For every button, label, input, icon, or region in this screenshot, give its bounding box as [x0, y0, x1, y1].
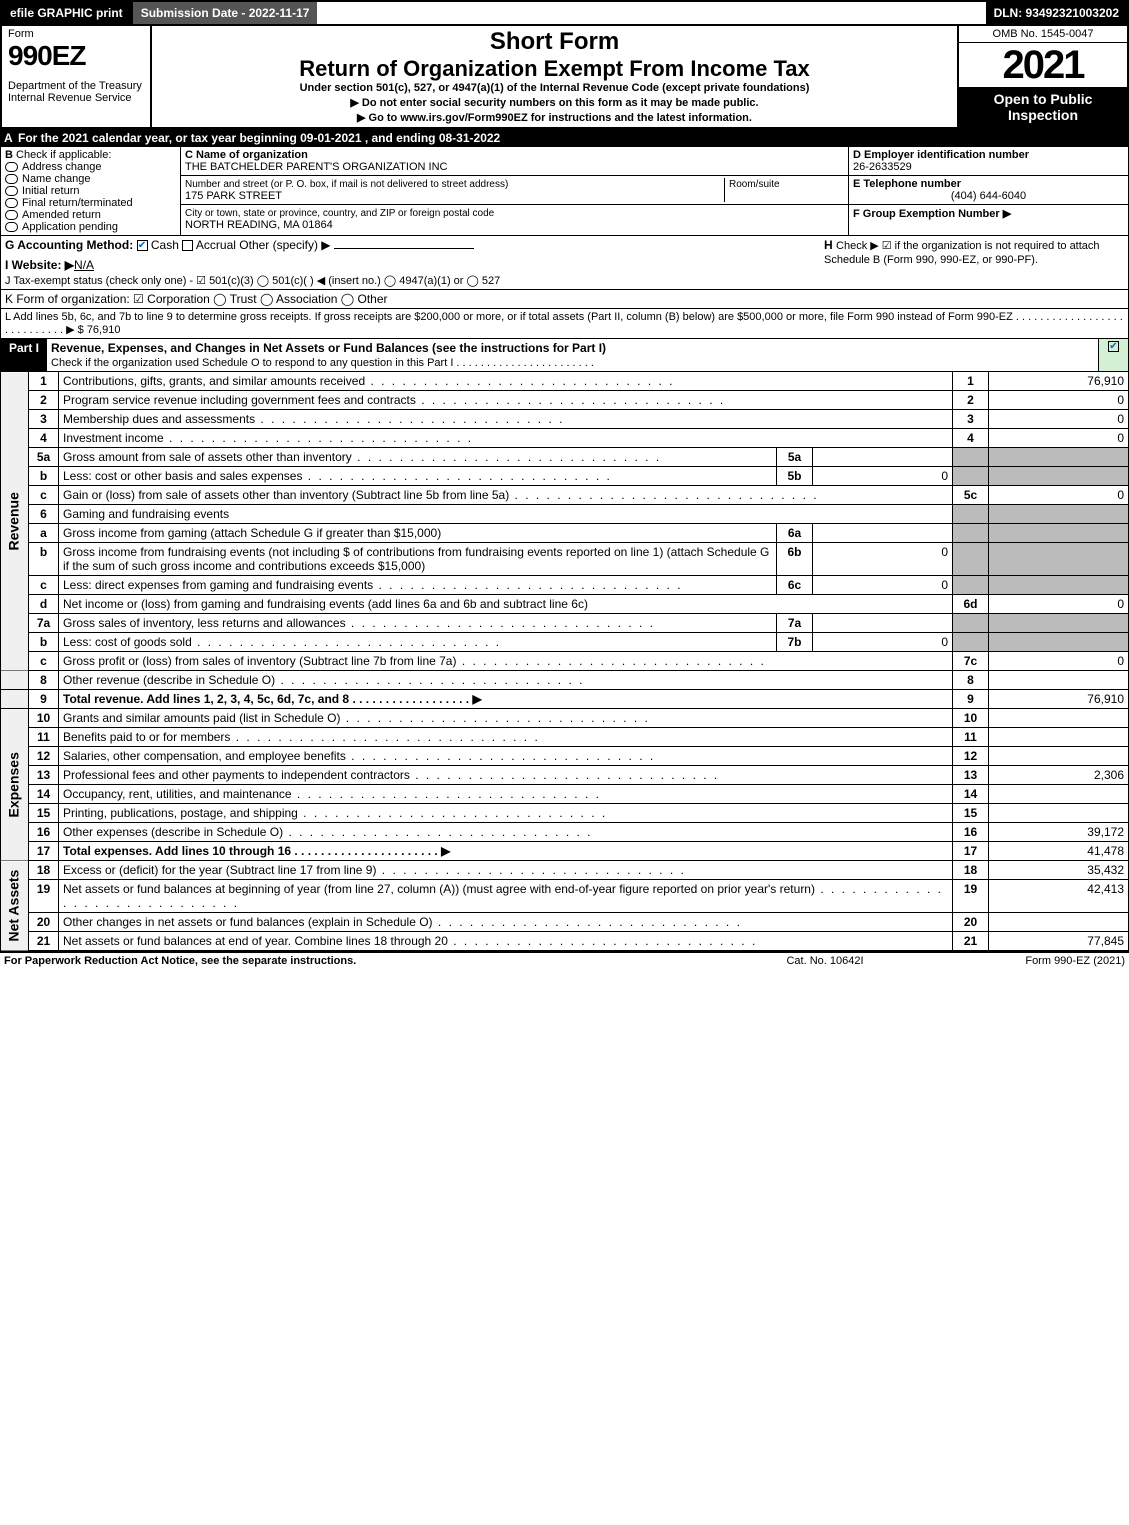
box-d: D Employer identification number26-26335… [848, 147, 1128, 235]
page-footer: For Paperwork Reduction Act Notice, see … [0, 951, 1129, 969]
box-b: B Check if applicable: Address change Na… [1, 147, 181, 235]
form-version: Form 990-EZ (2021) [925, 955, 1125, 967]
top-bar: efile GRAPHIC print Submission Date - 20… [0, 0, 1129, 26]
line-16-value: 39,172 [989, 823, 1129, 842]
line-1-value: 76,910 [989, 372, 1129, 391]
line-18-value: 35,432 [989, 861, 1129, 880]
form-number: 990EZ [8, 40, 144, 72]
efile-label[interactable]: efile GRAPHIC print [2, 2, 131, 24]
expenses-table: Expenses 10Grants and similar amounts pa… [0, 709, 1129, 861]
checkbox-accrual[interactable] [182, 240, 193, 251]
checkbox-cash[interactable] [137, 240, 148, 251]
line-17-value: 41,478 [989, 842, 1129, 861]
tax-year: 2021 [959, 43, 1127, 87]
tax-exempt-status: J Tax-exempt status (check only one) - ☑… [5, 274, 824, 287]
checkbox-amended-return[interactable] [5, 210, 18, 220]
return-title: Return of Organization Exempt From Incom… [158, 56, 951, 82]
line-19-value: 42,413 [989, 880, 1129, 913]
entity-block: B Check if applicable: Address change Na… [0, 147, 1129, 236]
website-row: I Website: ▶N/A [5, 258, 824, 272]
line-6d-value: 0 [989, 595, 1129, 614]
submission-date: Submission Date - 2022-11-17 [131, 2, 318, 24]
netassets-sidelabel: Net Assets [1, 861, 29, 951]
part-i-header: Part I Revenue, Expenses, and Changes in… [0, 339, 1129, 372]
street: 175 PARK STREET [185, 190, 282, 202]
cat-no: Cat. No. 10642I [725, 955, 925, 967]
line-2-value: 0 [989, 391, 1129, 410]
line-7b-value: 0 [813, 633, 953, 652]
form-of-organization: K Form of organization: ☑ Corporation ◯ … [0, 290, 1129, 309]
open-to-public: Open to Public Inspection [959, 87, 1127, 127]
line-21-value: 77,845 [989, 932, 1129, 951]
ein: 26-2633529 [853, 161, 912, 173]
line-9-value: 76,910 [989, 690, 1129, 709]
part-i-sub: Check if the organization used Schedule … [51, 357, 594, 369]
checkbox-address-change[interactable] [5, 162, 18, 172]
revenue-sidelabel: Revenue [1, 372, 29, 671]
line-5c-value: 0 [989, 486, 1129, 505]
line-7c-value: 0 [989, 652, 1129, 671]
line-6b-value: 0 [813, 543, 953, 576]
phone: (404) 644-6040 [853, 190, 1124, 202]
checkbox-final-return[interactable] [5, 198, 18, 208]
paperwork-notice: For Paperwork Reduction Act Notice, see … [4, 955, 725, 967]
line-4-value: 0 [989, 429, 1129, 448]
checkbox-application-pending[interactable] [5, 222, 18, 232]
city-state-zip: NORTH READING, MA 01864 [185, 219, 333, 231]
expenses-sidelabel: Expenses [1, 709, 29, 861]
line-6c-value: 0 [813, 576, 953, 595]
accounting-method: G Accounting Method: Cash Accrual Other … [5, 238, 824, 252]
org-name: THE BATCHELDER PARENT'S ORGANIZATION INC [185, 161, 447, 173]
line-a: AFor the 2021 calendar year, or tax year… [0, 129, 1129, 147]
checkbox-schedule-o-used[interactable] [1108, 341, 1119, 352]
short-form-title: Short Form [158, 28, 951, 56]
form-word: Form [8, 28, 144, 40]
line-3-value: 0 [989, 410, 1129, 429]
ssn-note: ▶ Do not enter social security numbers o… [158, 96, 951, 109]
dln-label: DLN: 93492321003202 [986, 2, 1127, 24]
checkbox-initial-return[interactable] [5, 186, 18, 196]
department: Department of the Treasury Internal Reve… [8, 80, 144, 104]
part-i-label: Part I [1, 339, 47, 371]
gh-row: G Accounting Method: Cash Accrual Other … [0, 236, 1129, 290]
netassets-table: Net Assets 18Excess or (deficit) for the… [0, 861, 1129, 951]
under-section: Under section 501(c), 527, or 4947(a)(1)… [158, 82, 951, 94]
checkbox-name-change[interactable] [5, 174, 18, 184]
h-check: H Check ▶ ☑ if the organization is not r… [824, 238, 1124, 287]
line-5b-value: 0 [813, 467, 953, 486]
part-i-title: Revenue, Expenses, and Changes in Net As… [51, 341, 606, 355]
omb-number: OMB No. 1545-0047 [959, 26, 1127, 43]
line-13-value: 2,306 [989, 766, 1129, 785]
form-header: Form 990EZ Department of the Treasury In… [0, 26, 1129, 129]
revenue-table: Revenue 1Contributions, gifts, grants, a… [0, 372, 1129, 709]
line-l: L Add lines 5b, 6c, and 7b to line 9 to … [0, 309, 1129, 339]
goto-link[interactable]: ▶ Go to www.irs.gov/Form990EZ for instru… [158, 111, 951, 124]
box-c: C Name of organizationTHE BATCHELDER PAR… [181, 147, 848, 235]
